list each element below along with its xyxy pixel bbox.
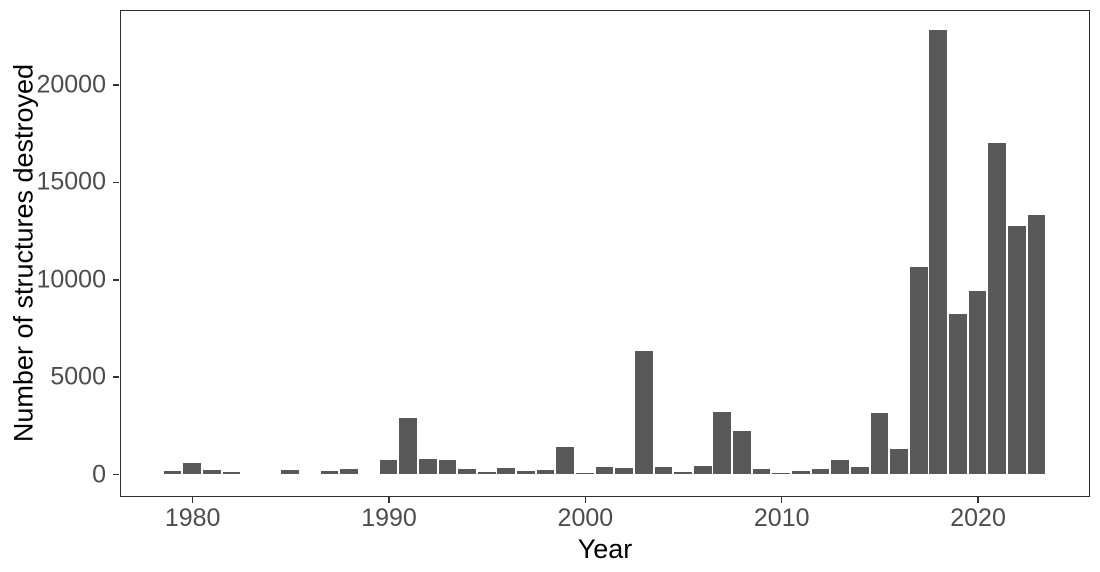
bar-1985 (281, 470, 300, 474)
bar-2023 (1027, 214, 1046, 474)
bar-2022 (1008, 225, 1026, 474)
bar-2013 (831, 460, 849, 474)
y-tick-label: 15000 (36, 167, 106, 196)
bar-1995 (477, 472, 496, 474)
bar-2006 (693, 465, 712, 474)
bar-1990 (379, 460, 398, 474)
x-axis-title: Year (577, 534, 633, 564)
bar-2020 (968, 290, 987, 474)
bar-2016 (890, 448, 908, 474)
bar-1999 (556, 446, 575, 474)
bar-2000 (576, 472, 594, 474)
bar-2008 (733, 431, 751, 474)
bar-2004 (654, 466, 673, 474)
bar-1979 (163, 471, 182, 474)
bar-2015 (870, 412, 889, 474)
bar-1992 (418, 459, 437, 474)
bar-1997 (517, 471, 535, 474)
bar-2011 (792, 471, 810, 474)
y-tick-mark (113, 376, 119, 378)
bar-1991 (399, 417, 417, 474)
bar-2012 (811, 469, 830, 474)
x-tick-mark (780, 497, 783, 503)
y-tick-mark (113, 279, 119, 281)
bar-2010 (772, 472, 791, 474)
y-tick-mark (113, 181, 119, 184)
y-tick-label: 10000 (36, 265, 106, 294)
bar-1987 (320, 471, 339, 474)
bar-1982 (222, 472, 241, 474)
bar-1996 (497, 468, 516, 474)
x-tick-mark (388, 497, 390, 503)
y-axis-title: Number of structures destroyed (8, 63, 39, 443)
bar-2014 (850, 467, 869, 474)
x-tick-label: 2000 (557, 504, 614, 532)
bar-2005 (674, 472, 692, 474)
plot-panel (120, 10, 1090, 497)
x-tick-label: 1990 (361, 504, 417, 532)
bar-1993 (438, 459, 457, 474)
bar-2018 (929, 29, 948, 474)
x-tick-label: 2020 (950, 504, 1006, 532)
x-tick-mark (977, 497, 979, 503)
y-tick-label: 5000 (50, 362, 106, 391)
bar-2003 (634, 351, 653, 474)
bar-1998 (536, 470, 555, 474)
bar-2002 (615, 468, 633, 474)
x-tick-label: 1980 (164, 504, 221, 532)
bar-2001 (595, 466, 614, 474)
y-tick-label: 20000 (36, 70, 106, 99)
y-tick-mark (113, 84, 119, 86)
x-tick-label: 2010 (753, 504, 810, 532)
bar-1988 (340, 469, 359, 474)
x-tick-mark (191, 497, 194, 503)
y-tick-mark (113, 473, 119, 476)
bar-1980 (183, 463, 201, 474)
bar-2021 (988, 142, 1007, 474)
bar-2007 (713, 411, 732, 474)
y-tick-label: 0 (92, 460, 106, 488)
bar-1994 (458, 469, 476, 474)
bar-2009 (752, 469, 771, 474)
bar-2017 (909, 266, 928, 474)
bar-2019 (949, 314, 967, 474)
bar-1981 (202, 470, 221, 474)
x-tick-mark (584, 497, 587, 503)
